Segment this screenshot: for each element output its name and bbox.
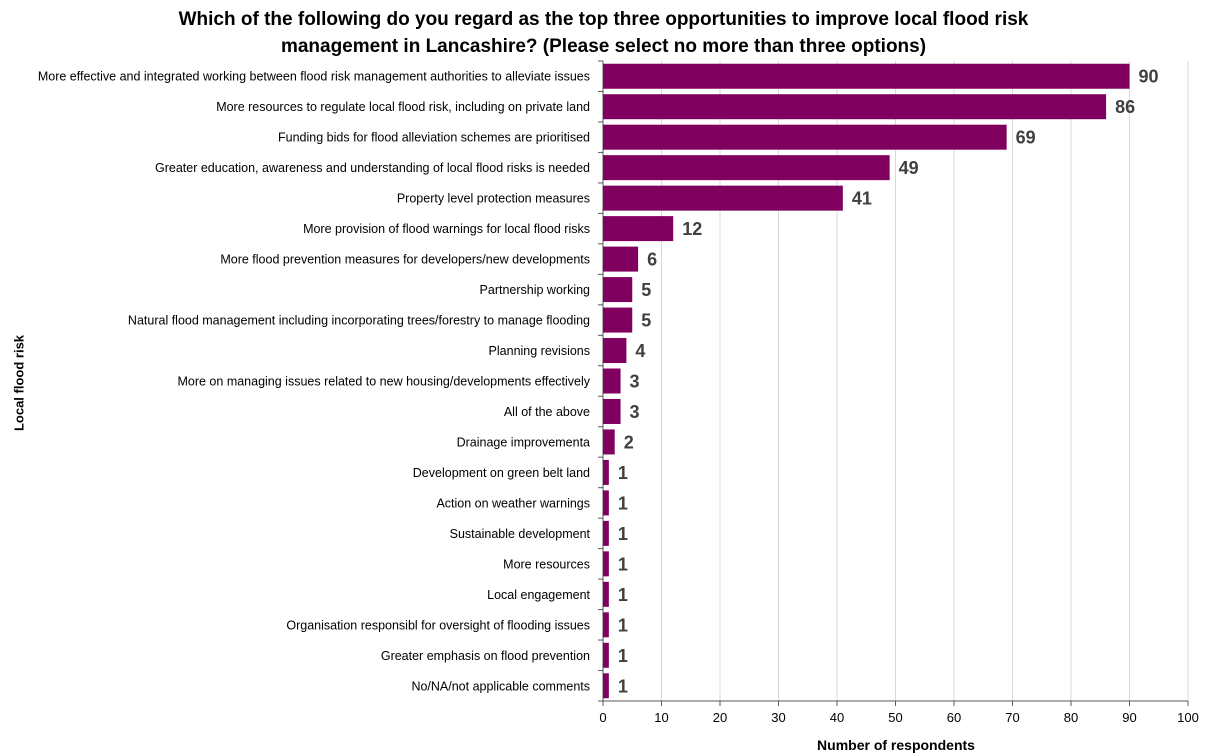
data-label: 1 (618, 615, 628, 635)
bar (603, 581, 609, 607)
data-label: 3 (630, 402, 640, 422)
category-label: Partnership working (480, 283, 591, 297)
bar (603, 368, 621, 394)
data-label: 69 (1016, 128, 1036, 148)
category-label: No/NA/not applicable comments (411, 679, 590, 693)
data-label: 1 (618, 493, 628, 513)
category-label: Natural flood management including incor… (128, 314, 590, 328)
bar (603, 398, 621, 424)
data-label: 1 (618, 524, 628, 544)
x-tick-label: 60 (947, 710, 961, 725)
category-label: Sustainable development (450, 527, 591, 541)
category-label: More effective and integrated working be… (38, 70, 590, 84)
category-label: Property level protection measures (397, 192, 590, 206)
bar (603, 216, 674, 242)
bar (603, 94, 1107, 120)
data-label: 4 (635, 341, 645, 361)
category-label: More resources (503, 557, 590, 571)
data-label: 3 (630, 372, 640, 392)
chart-title-line-1: Which of the following do you regard as … (178, 9, 1029, 30)
category-label: More on managing issues related to new h… (177, 375, 590, 389)
data-label: 5 (641, 280, 651, 300)
data-label: 1 (618, 585, 628, 605)
category-label: Greater education, awareness and underst… (155, 161, 590, 175)
x-tick-label: 70 (1005, 710, 1019, 725)
x-tick-label: 80 (1064, 710, 1078, 725)
data-label: 5 (641, 311, 651, 331)
data-label: 1 (618, 676, 628, 696)
data-label: 41 (852, 189, 872, 209)
x-axis-label: Number of respondents (817, 737, 975, 753)
category-label: Organisation responsibl for oversight of… (286, 618, 590, 632)
bar (603, 63, 1130, 89)
data-label: 6 (647, 250, 657, 270)
data-label: 1 (618, 554, 628, 574)
category-label: Action on weather warnings (436, 496, 590, 510)
data-label: 86 (1115, 97, 1135, 117)
bar (603, 246, 639, 272)
data-label: 2 (624, 432, 634, 452)
chart-title-line-2: management in Lancashire? (Please select… (280, 36, 927, 57)
bar (603, 490, 609, 516)
bar (603, 124, 1007, 150)
data-label: 90 (1139, 67, 1159, 87)
bar (603, 459, 609, 485)
data-label: 12 (682, 219, 702, 239)
category-label: Planning revisions (489, 344, 590, 358)
category-label: Greater emphasis on flood prevention (381, 649, 590, 663)
category-label: More flood prevention measures for devel… (220, 253, 590, 267)
bar (603, 338, 627, 364)
x-tick-label: 30 (771, 710, 785, 725)
data-label: 1 (618, 646, 628, 666)
x-tick-label: 0 (599, 710, 606, 725)
bar (603, 429, 615, 455)
x-tick-label: 20 (713, 710, 727, 725)
category-label: More provision of flood warnings for loc… (303, 222, 590, 236)
category-label: Development on green belt land (413, 466, 590, 480)
bar (603, 155, 890, 181)
category-label: More resources to regulate local flood r… (216, 100, 590, 114)
bar (603, 612, 609, 638)
category-label: Funding bids for flood alleviation schem… (278, 131, 590, 145)
bar (603, 185, 843, 211)
category-label: Local engagement (487, 588, 590, 602)
bar (603, 307, 633, 333)
bar (603, 673, 609, 699)
category-label: All of the above (504, 405, 590, 419)
bar (603, 551, 609, 577)
category-label: Drainage improvementa (457, 435, 590, 449)
x-tick-label: 90 (1122, 710, 1136, 725)
bar (603, 520, 609, 546)
x-tick-label: 50 (888, 710, 902, 725)
x-tick-label: 100 (1177, 710, 1199, 725)
bar (603, 642, 609, 668)
data-label: 1 (618, 463, 628, 483)
data-label: 49 (899, 158, 919, 178)
bar (603, 277, 633, 303)
x-tick-label: 40 (830, 710, 844, 725)
x-tick-label: 10 (654, 710, 668, 725)
